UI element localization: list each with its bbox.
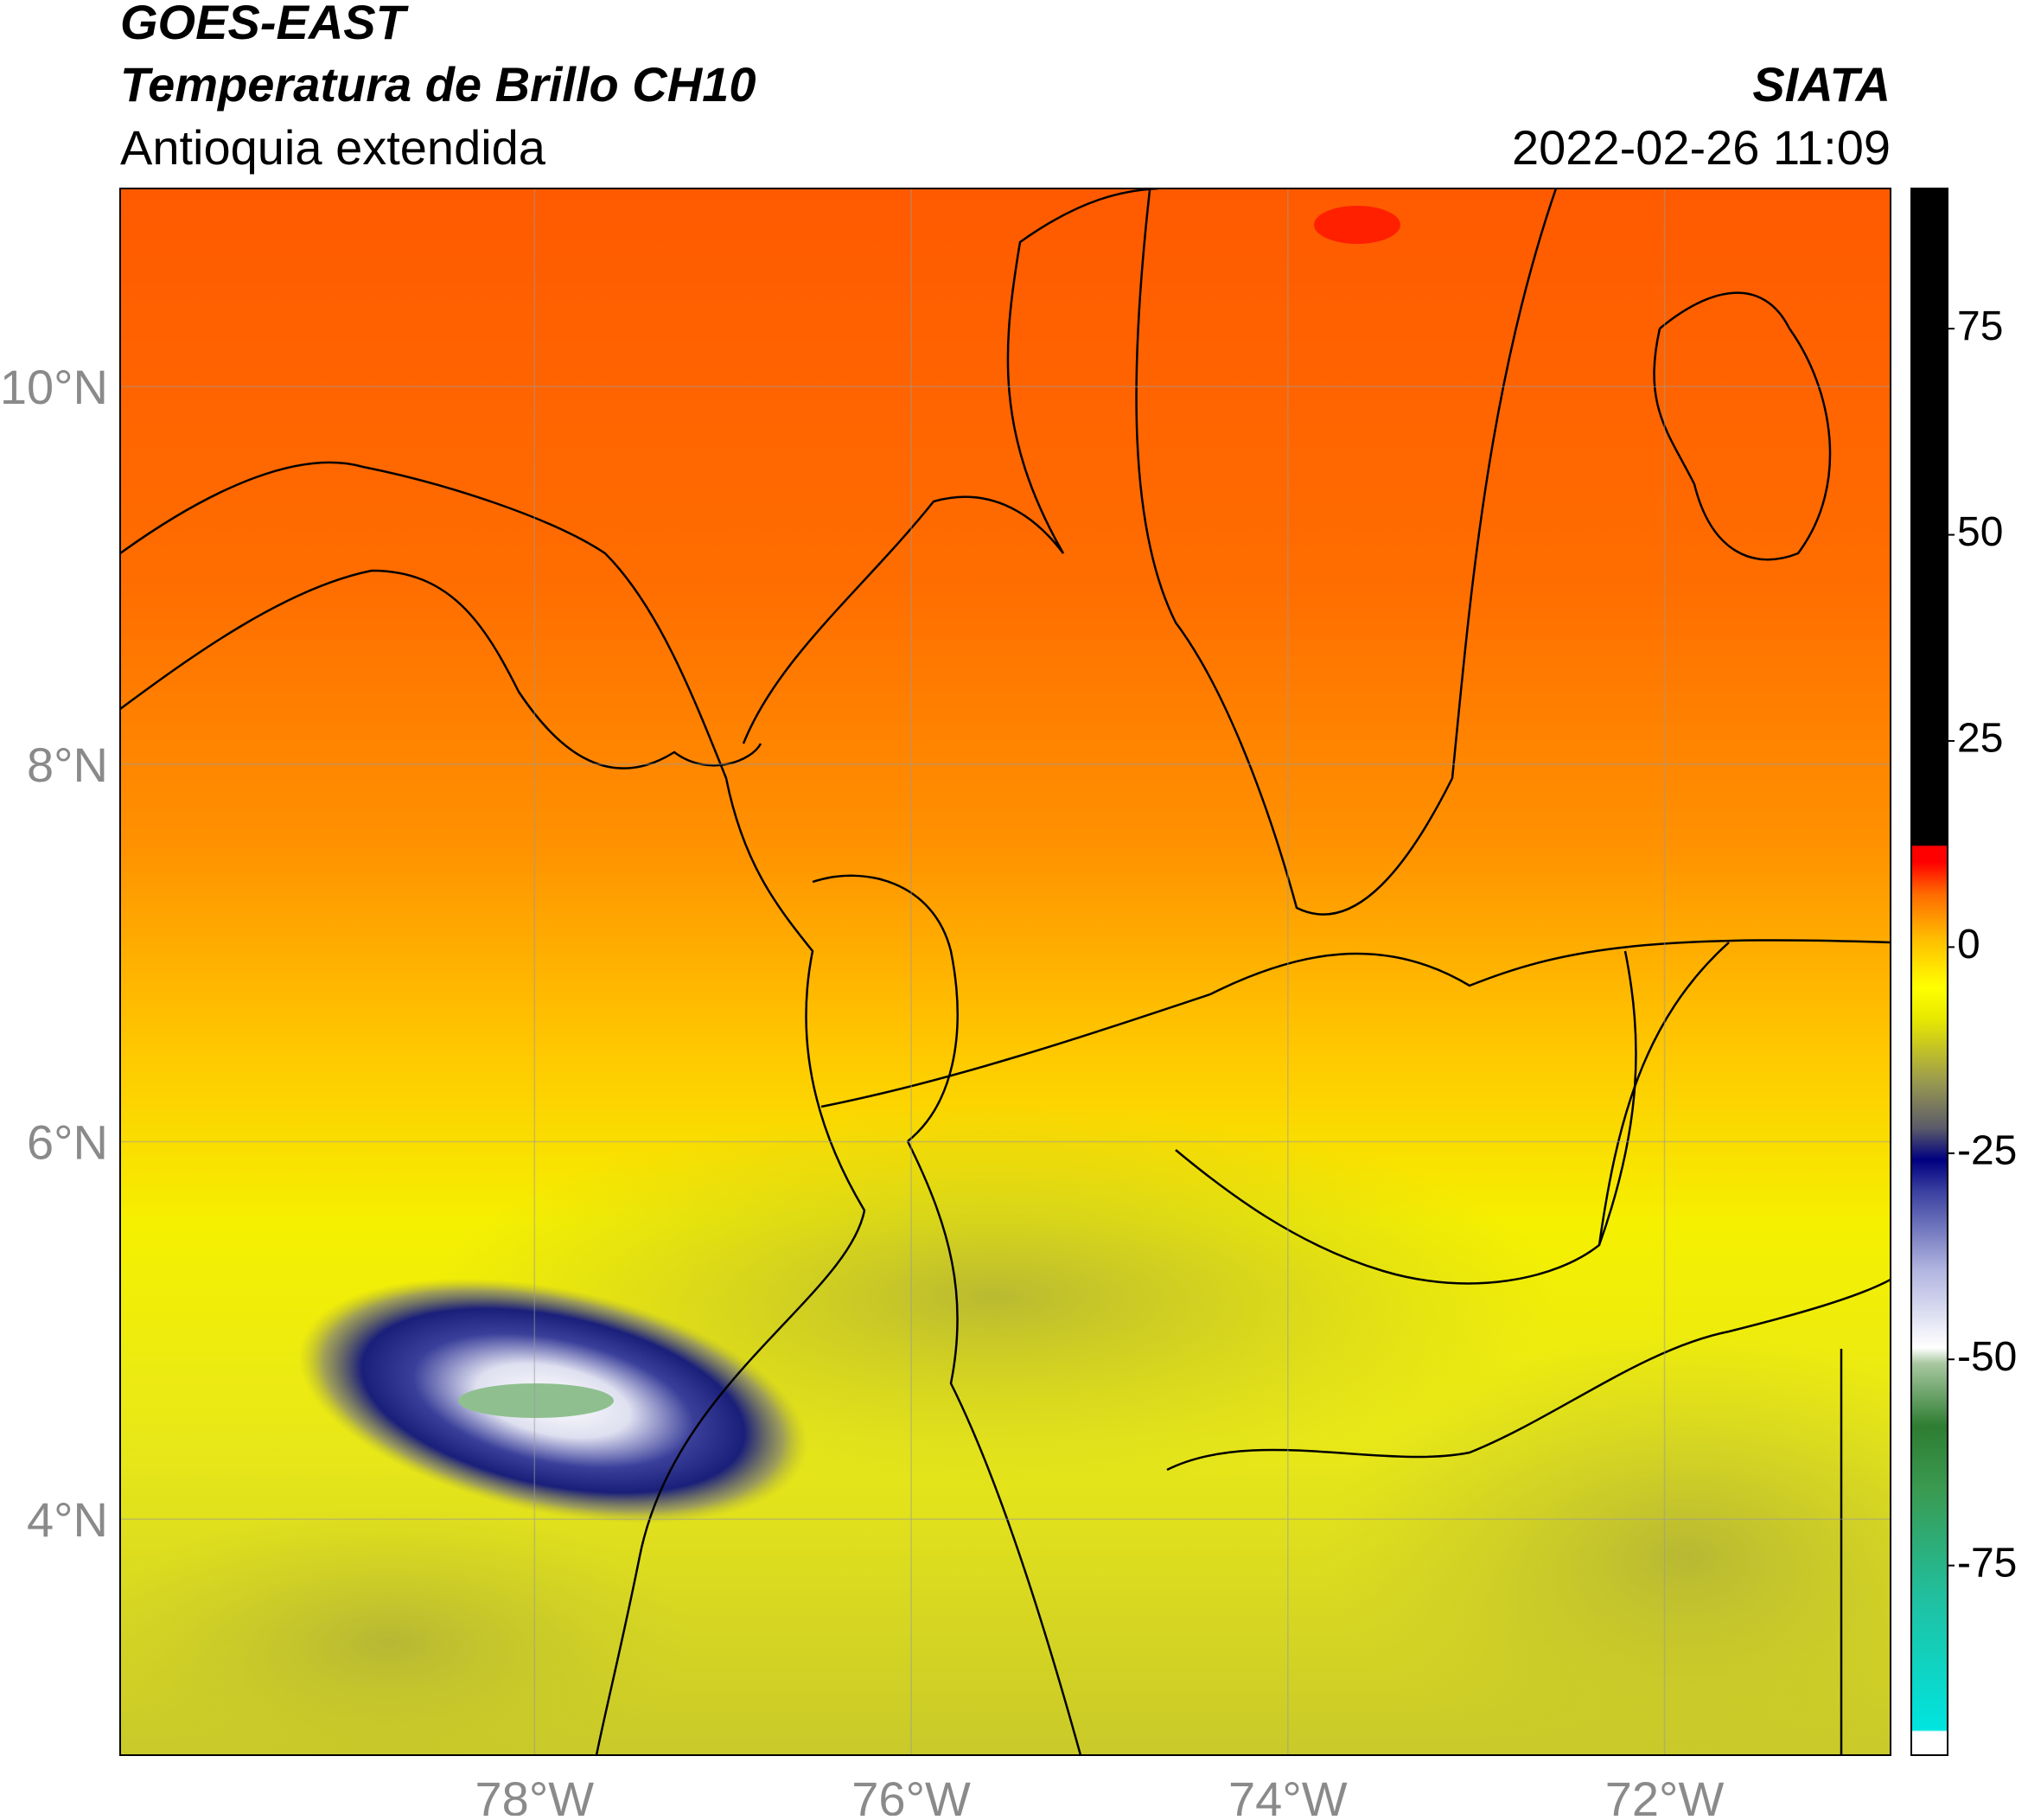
- product-title: Temperatura de Brillo CH10: [120, 57, 756, 112]
- x-tick-label: 72°W: [1605, 1772, 1725, 1816]
- axes: 78°W 76°W 74°W 72°W 4°N 6°N 8°N 10°N -75 -50 -25 0 2…: [0, 303, 2017, 1820]
- warm-spot: [1314, 206, 1400, 244]
- colorbar-tick-label: 75: [1957, 303, 2003, 349]
- x-tick-label: 76°W: [851, 1772, 971, 1816]
- y-tick-label: 10°N: [0, 360, 108, 414]
- y-tick-label: 4°N: [27, 1492, 108, 1547]
- gridlines: [120, 188, 1891, 1755]
- x-tick-label: 78°W: [475, 1772, 595, 1816]
- map-field: [120, 188, 1891, 1755]
- cloud-area: [120, 1504, 692, 1755]
- plot-frame: [119, 188, 1891, 1756]
- colorbar-tick-label: 0: [1957, 922, 1980, 967]
- colorbar-tick-label: -50: [1957, 1334, 2017, 1380]
- cloud-area: [1323, 1331, 1891, 1755]
- y-tick-label: 6°N: [27, 1114, 108, 1169]
- y-tick-label: 8°N: [27, 738, 108, 792]
- borders: [120, 188, 1891, 1755]
- colorbar: [1910, 188, 1948, 1756]
- source-label: SIATA: [1752, 57, 1891, 112]
- colorbar-tick-label: 50: [1957, 509, 2003, 555]
- x-tick-label: 74°W: [1228, 1772, 1348, 1816]
- region-subtitle: Antioquia extendida: [120, 120, 546, 175]
- colorbar-tick-label: 25: [1957, 716, 2003, 762]
- satellite-title: GOES-EAST: [120, 0, 410, 49]
- colorbar-tick-label: -75: [1957, 1540, 2017, 1586]
- cold-core: [458, 1383, 614, 1418]
- colorbar-tick-label: -25: [1957, 1127, 2017, 1173]
- timestamp: 2022-02-26 11:09: [1512, 120, 1891, 175]
